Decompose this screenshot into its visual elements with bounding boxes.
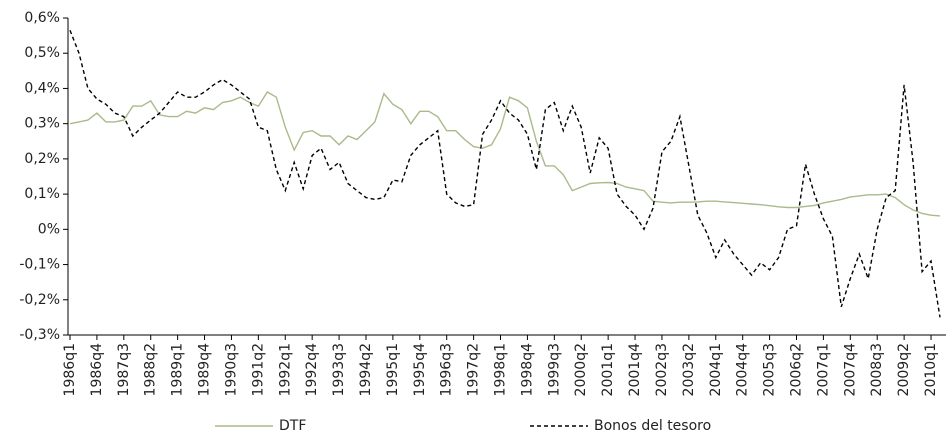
x-tick-label: 1996q3 bbox=[439, 343, 455, 396]
x-tick-label: 1995q1 bbox=[385, 343, 401, 396]
x-tick-label: 1999q3 bbox=[546, 343, 562, 396]
x-tick-label: 2006q2 bbox=[788, 343, 804, 396]
legend-label: Bonos del tesoro bbox=[594, 418, 711, 434]
series-line bbox=[69, 91, 941, 217]
x-tick-label: 1986q4 bbox=[89, 343, 105, 397]
x-tick-label: 2002q3 bbox=[654, 343, 670, 396]
legend-label: DTF bbox=[279, 418, 306, 434]
x-tick-label: 2007q4 bbox=[842, 343, 858, 397]
y-tick-label: 0,2% bbox=[24, 151, 60, 167]
x-tick-label: 2000q2 bbox=[573, 343, 589, 396]
x-tick-label: 2010q1 bbox=[923, 343, 939, 396]
x-tick-label: 1994q2 bbox=[358, 343, 374, 396]
y-tick-label: 0,3% bbox=[24, 116, 60, 132]
y-tick-label: 0,5% bbox=[24, 45, 60, 61]
series-line bbox=[69, 30, 941, 318]
x-tick-label: 2004q4 bbox=[735, 343, 751, 397]
x-tick-label: 1988q2 bbox=[143, 343, 159, 396]
x-tick-label: 1989q4 bbox=[197, 343, 213, 397]
x-tick-label: 2008q3 bbox=[869, 343, 885, 396]
x-tick-label: 2001q1 bbox=[600, 343, 616, 396]
x-tick-label: 1989q1 bbox=[170, 343, 186, 396]
x-tick-label: 1992q1 bbox=[277, 343, 293, 396]
y-tick-label: 0% bbox=[38, 221, 60, 237]
y-tick-label: 0,6% bbox=[24, 10, 60, 26]
x-tick-label: 2005q3 bbox=[762, 343, 778, 396]
x-tick-label: 1998q4 bbox=[519, 343, 535, 397]
y-tick-label: -0,2% bbox=[19, 292, 60, 308]
x-tick-label: 1992q4 bbox=[304, 343, 320, 397]
x-tick-label: 2007q1 bbox=[815, 343, 831, 396]
x-tick-label: 2003q2 bbox=[681, 343, 697, 396]
x-tick-label: 1991q2 bbox=[250, 343, 266, 396]
y-tick-label: 0,4% bbox=[24, 80, 60, 96]
x-tick-label: 1995q4 bbox=[412, 343, 428, 397]
x-tick-label: 2009q2 bbox=[896, 343, 912, 396]
y-tick-label: 0,1% bbox=[24, 186, 60, 202]
x-tick-label: 1986q1 bbox=[62, 343, 78, 396]
x-tick-label: 1997q2 bbox=[466, 343, 482, 396]
x-tick-label: 1990q3 bbox=[223, 343, 239, 396]
y-tick-label: -0,1% bbox=[19, 257, 60, 273]
y-tick-label: -0,3% bbox=[19, 327, 60, 343]
x-tick-label: 2004q1 bbox=[708, 343, 724, 396]
x-tick-label: 2001q4 bbox=[627, 343, 643, 397]
x-tick-label: 1998q1 bbox=[493, 343, 509, 396]
x-tick-label: 1993q3 bbox=[331, 343, 347, 396]
x-tick-label: 1987q3 bbox=[116, 343, 132, 396]
